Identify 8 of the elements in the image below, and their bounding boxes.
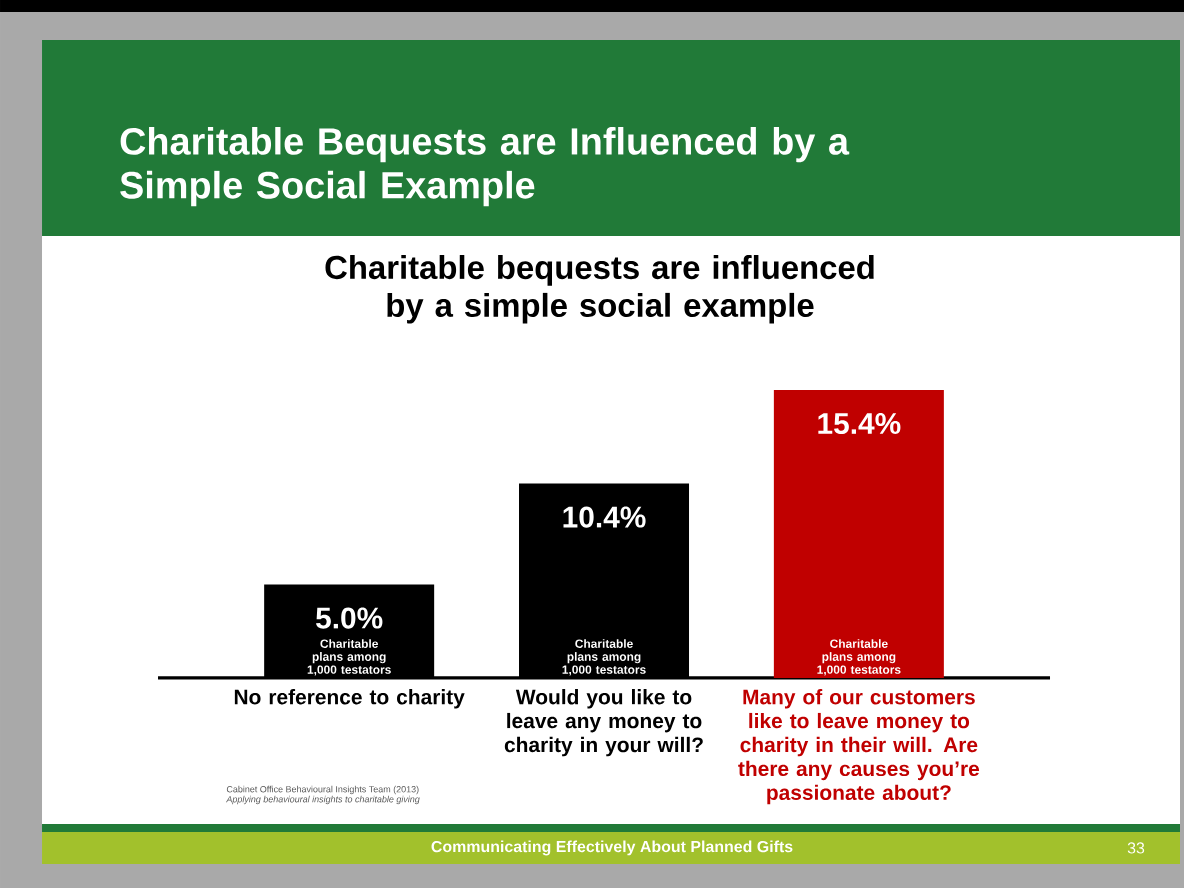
data-label: 5.0% bbox=[316, 607, 383, 629]
chart-subtitle: Charitable bequests are influenced by a simple social example bbox=[325, 255, 874, 324]
x-tick-label: No reference to charity bbox=[234, 689, 465, 709]
chart-title: Charitable Bequests are Influenced by a Simple Social Example bbox=[120, 127, 850, 207]
x-tick-label: Many of our customers like to leave money to charity in their will. Are there any causes you’re passionate about? bbox=[738, 689, 980, 805]
data-label: 10.4% bbox=[563, 506, 646, 528]
data-label: 15.4% bbox=[818, 413, 901, 435]
x-tick-label: Would you like to leave any money to charity in your will? bbox=[504, 689, 703, 757]
